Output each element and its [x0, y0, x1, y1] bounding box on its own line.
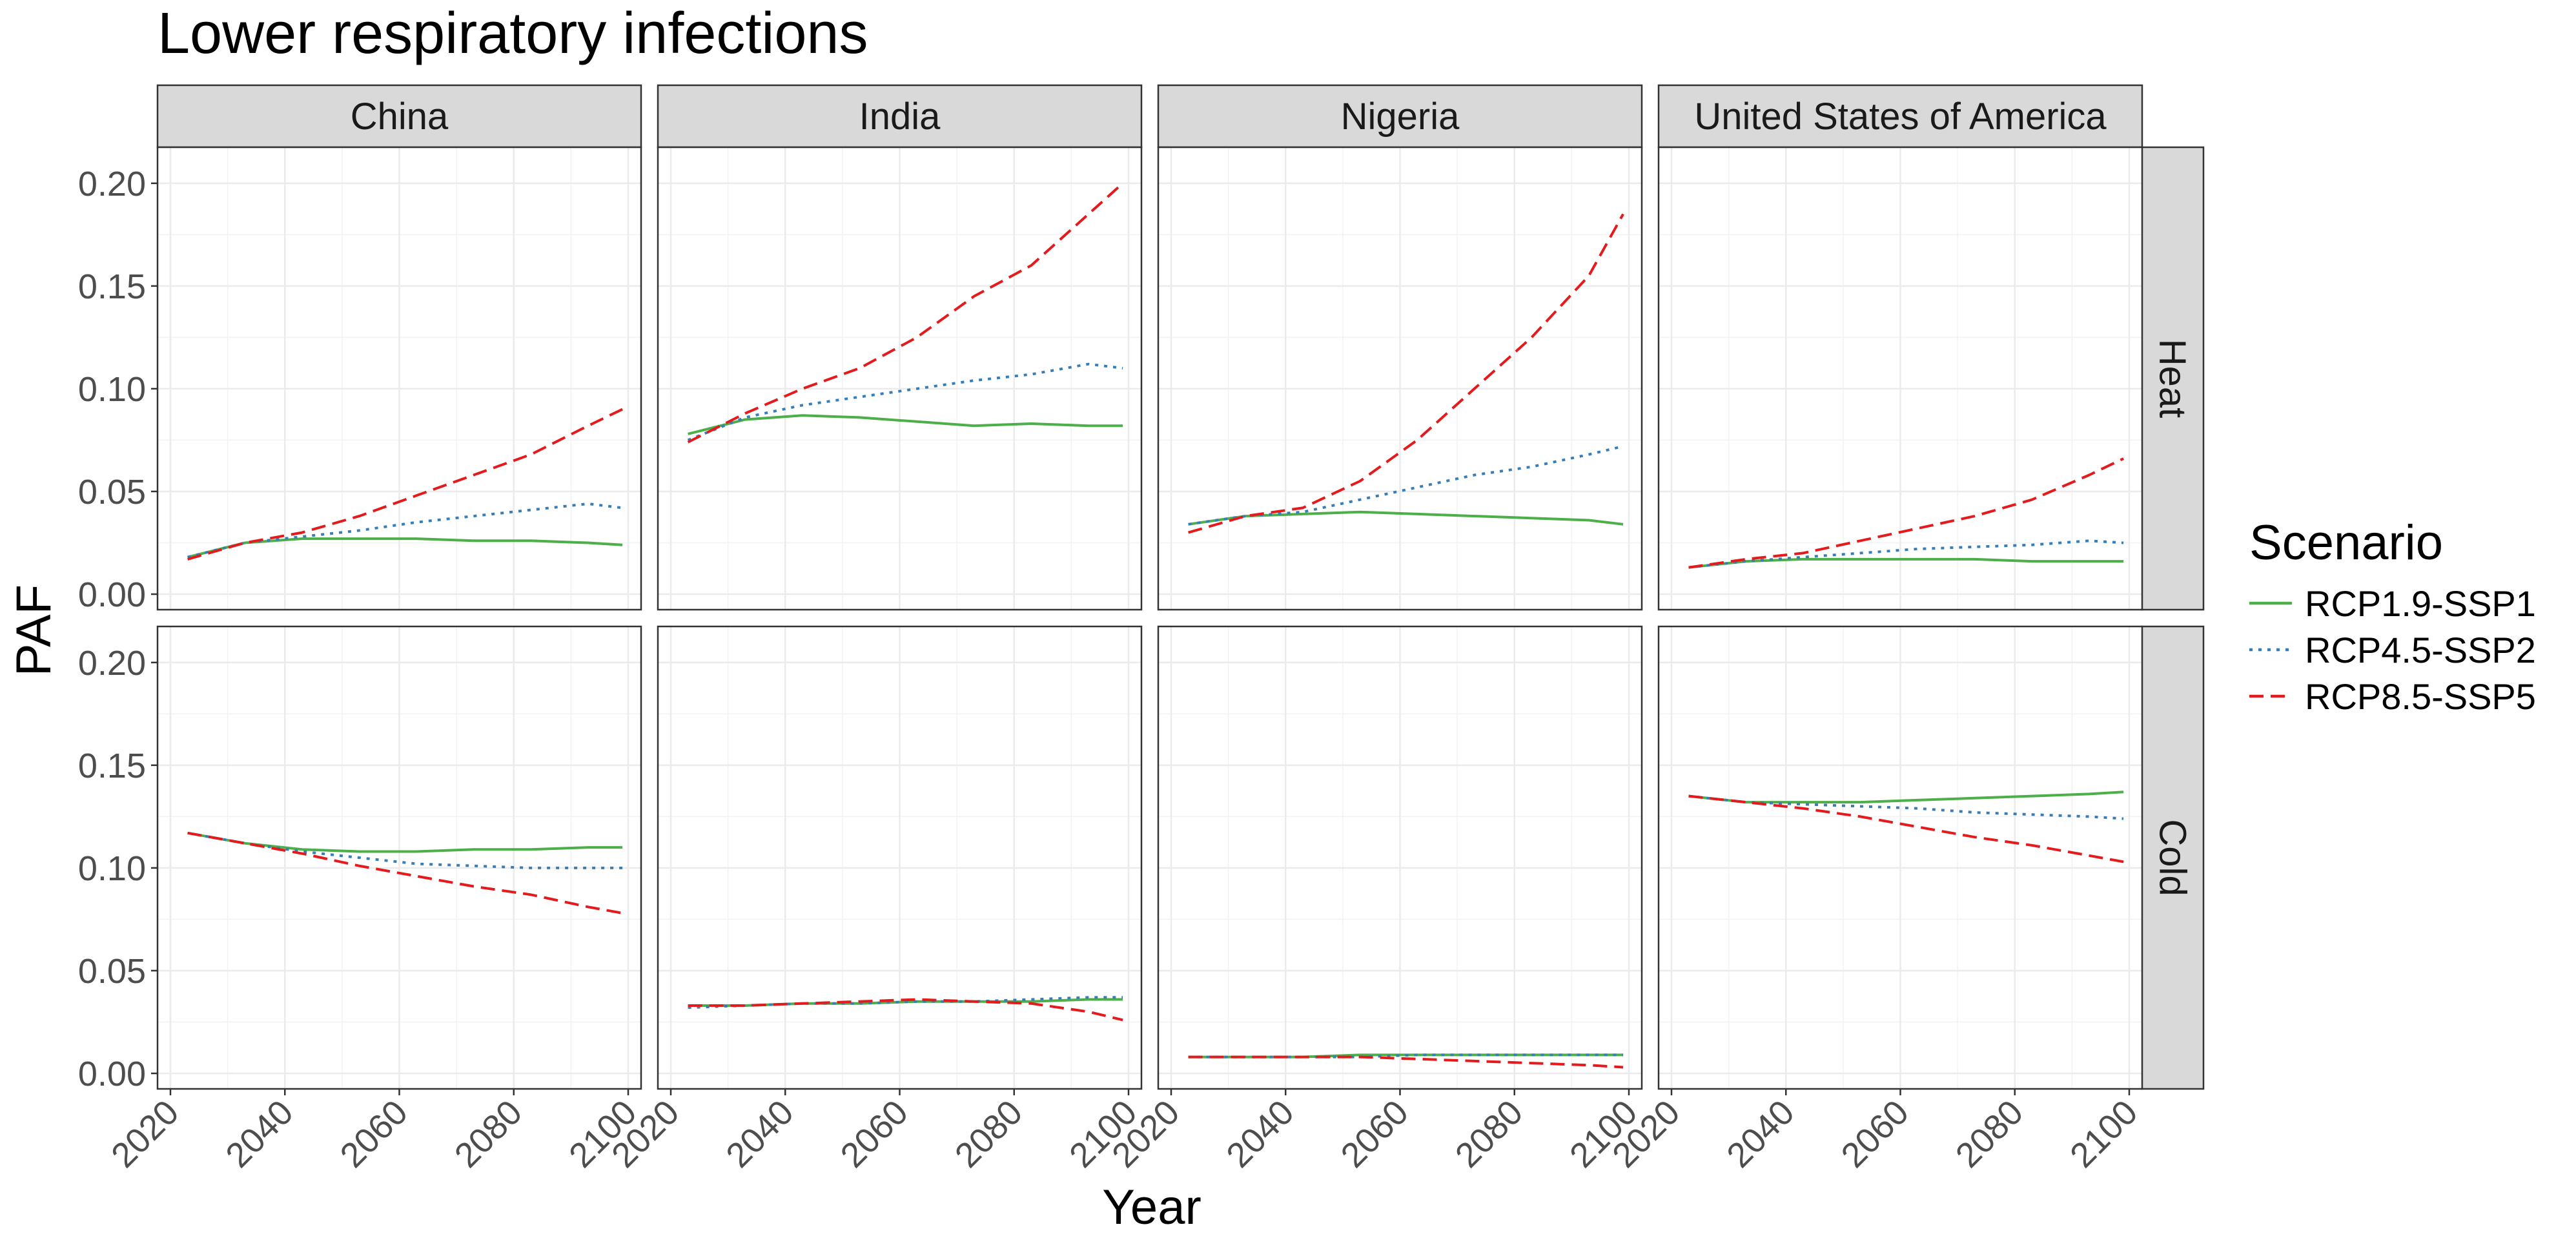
- strip-background: [156, 84, 642, 149]
- legend-label: RCP4.5-SSP2: [2305, 630, 2536, 670]
- series-line: [1188, 1053, 1624, 1059]
- y-tick-label: 0.00: [78, 575, 146, 614]
- column-strip: United States of America: [1657, 84, 2143, 149]
- y-tick-label: 0.10: [78, 370, 146, 409]
- panel-border: [657, 146, 1143, 611]
- panel-border: [156, 146, 642, 611]
- y-tick-label: 0.20: [78, 165, 146, 203]
- strip-background: [2140, 146, 2205, 611]
- series-line: [688, 998, 1123, 1022]
- y-tick-label: 0.15: [78, 267, 146, 306]
- series-line: [1688, 457, 2124, 569]
- series-line: [187, 831, 623, 853]
- strip-background: [2140, 625, 2205, 1090]
- series-line: [688, 414, 1123, 435]
- panel: [657, 146, 1143, 611]
- series-line: [1688, 557, 2124, 569]
- legend-item: RCP8.5-SSP5: [2249, 676, 2536, 717]
- x-tick-label: 2080: [447, 1093, 529, 1175]
- legend-item: RCP1.9-SSP1: [2249, 583, 2536, 624]
- column-strip-label: China: [351, 96, 449, 138]
- row-strip-label: Cold: [2152, 819, 2194, 896]
- panel-border: [1657, 146, 2143, 611]
- panel: [1157, 146, 1643, 611]
- y-axis: 0.00 0.05 0.10 0.15 0.20 0.00 0.05 0.10 0.15 0.20: [78, 165, 158, 1093]
- row-strip-label: Heat: [2152, 339, 2194, 418]
- panel: [156, 625, 642, 1090]
- series-line: [1688, 539, 2124, 569]
- series-line: [187, 408, 623, 561]
- column-strip: Nigeria: [1157, 84, 1643, 149]
- panel: [1157, 625, 1643, 1090]
- column-strip: India: [657, 84, 1143, 149]
- x-tick-label: 2080: [1448, 1093, 1530, 1175]
- legend: Scenario RCP1.9-SSP1 RCP4.5-SSP2 RCP8.5-SS…: [2249, 515, 2536, 717]
- series-line: [687, 182, 1124, 444]
- series-line: [1688, 790, 2124, 804]
- series-line: [1688, 794, 2124, 820]
- x-tick-label: 2040: [719, 1093, 801, 1175]
- y-tick-label: 0.05: [78, 473, 146, 512]
- y-tick-label: 0.05: [78, 952, 146, 991]
- panel: [1657, 625, 2143, 1090]
- column-strip-label: United States of America: [1694, 96, 2107, 138]
- panel: [657, 625, 1143, 1090]
- series-line: [1188, 510, 1624, 526]
- legend-items: RCP1.9-SSP1 RCP4.5-SSP2 RCP8.5-SSP5: [2249, 583, 2536, 717]
- panel: [156, 146, 642, 611]
- series-line: [1188, 1055, 1624, 1069]
- column-strip-label: India: [859, 96, 941, 138]
- x-tick-label: 2020: [104, 1093, 186, 1175]
- x-tick-label: 2040: [1719, 1093, 1801, 1175]
- y-tick-label: 0.20: [78, 644, 146, 683]
- x-tick-label: 2060: [1334, 1093, 1416, 1175]
- strip-background: [657, 84, 1143, 149]
- series-line: [1688, 794, 2124, 863]
- x-tick-label: 2040: [1219, 1093, 1301, 1175]
- strip-background: [1157, 84, 1643, 149]
- panels-layer: China India Nigeria United States of Americ…: [78, 84, 2205, 1175]
- series-line: [687, 362, 1123, 442]
- x-tick-label: 2060: [833, 1093, 915, 1175]
- legend-item: RCP4.5-SSP2: [2249, 630, 2536, 670]
- series-line: [1188, 213, 1624, 534]
- x-tick-label: 2100: [2063, 1093, 2145, 1175]
- x-tick-label: 2040: [218, 1093, 300, 1175]
- y-tick-label: 0.10: [78, 849, 146, 888]
- y-tick-label: 0.00: [78, 1055, 146, 1093]
- panel: [1657, 146, 2143, 611]
- chart-title: Lower respiratory infections: [158, 1, 868, 66]
- x-tick-label: 2080: [1948, 1093, 2030, 1175]
- x-tick-label: 2060: [1834, 1093, 1916, 1175]
- row-strip: Cold: [2140, 625, 2205, 1090]
- x-tick-label: 2080: [948, 1093, 1030, 1175]
- legend-title: Scenario: [2249, 515, 2443, 570]
- series-line: [187, 537, 623, 559]
- column-strip: China: [156, 84, 642, 149]
- row-strip: Heat: [2140, 146, 2205, 611]
- legend-label: RCP1.9-SSP1: [2305, 583, 2536, 624]
- panel-border: [1157, 146, 1643, 611]
- y-tick-label: 0.15: [78, 747, 146, 785]
- series-line: [187, 831, 623, 914]
- legend-label: RCP8.5-SSP5: [2305, 676, 2536, 717]
- x-axis-title: Year: [1102, 1180, 1201, 1235]
- strip-background: [1657, 84, 2143, 149]
- series-line: [688, 996, 1123, 1009]
- y-axis-title: PAF: [6, 584, 61, 676]
- x-tick-label: 2060: [333, 1093, 415, 1175]
- column-strip-label: Nigeria: [1341, 96, 1460, 138]
